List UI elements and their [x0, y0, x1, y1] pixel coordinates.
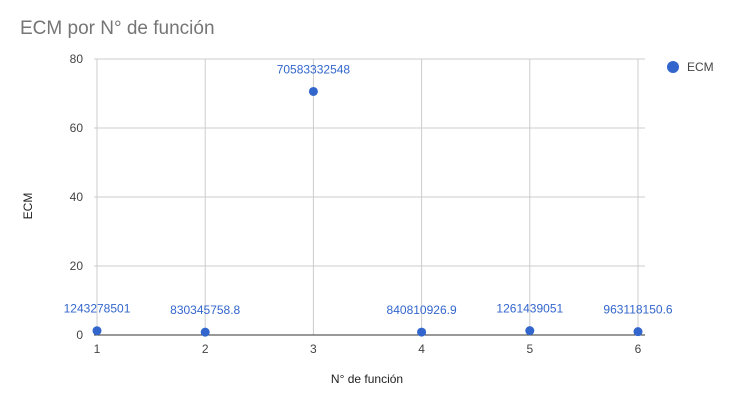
legend-marker-ecm — [667, 61, 679, 73]
data-label: 1243278501 — [64, 302, 131, 316]
y-axis-title: ECM — [21, 193, 35, 220]
data-point — [525, 326, 535, 336]
y-tick-label: 20 — [70, 259, 84, 273]
data-label: 840810926.9 — [387, 303, 457, 317]
legend: ECM — [667, 60, 714, 74]
x-tick-label: 2 — [202, 342, 209, 356]
data-point — [92, 326, 102, 336]
y-tick-label: 80 — [70, 52, 84, 66]
x-tick-label: 4 — [418, 342, 425, 356]
data-point — [417, 327, 427, 337]
x-tick-label: 6 — [635, 342, 642, 356]
data-point — [308, 86, 318, 96]
x-tick-label: 1 — [94, 342, 101, 356]
data-label: 830345758.8 — [170, 303, 240, 317]
data-label: 1261439051 — [496, 302, 563, 316]
y-tick-label: 0 — [76, 328, 83, 342]
x-tick-label: 5 — [526, 342, 533, 356]
x-axis-title: N° de función — [331, 372, 403, 386]
data-point — [633, 327, 643, 337]
data-label: 963118150.6 — [603, 303, 673, 317]
y-tick-label: 60 — [70, 121, 84, 135]
data-label: 70583332548 — [277, 62, 351, 76]
chart-title: ECM por N° de función — [20, 18, 215, 39]
legend-label-ecm: ECM — [687, 60, 714, 74]
data-point — [200, 327, 210, 337]
x-tick-label: 3 — [310, 342, 317, 356]
y-tick-label: 40 — [70, 190, 84, 204]
